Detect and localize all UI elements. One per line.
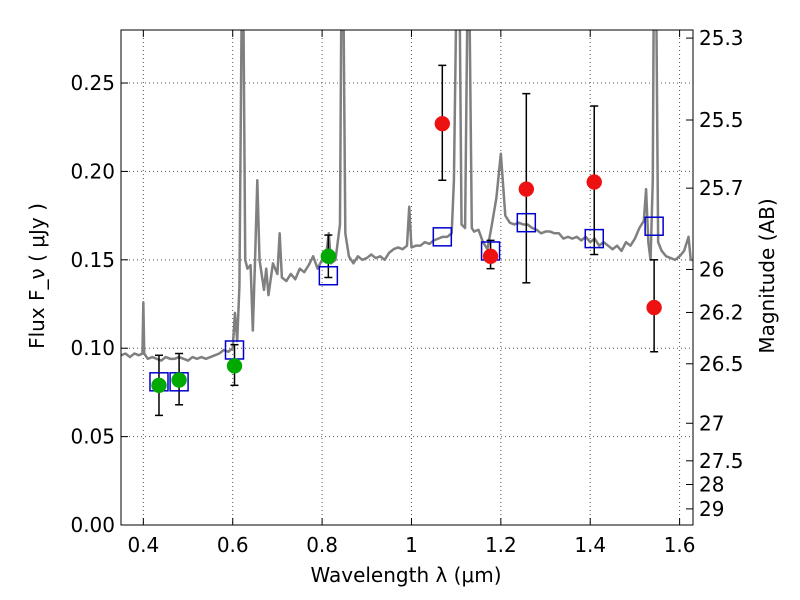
x-tick-label: 0.6 <box>217 533 249 557</box>
y-axis-title: Flux F_ν ( μJy ) <box>25 203 49 349</box>
model-photometry-square <box>318 265 339 286</box>
model-photometry-square <box>516 212 537 233</box>
optical-data-point <box>171 372 187 388</box>
mag-tick-label: 26 <box>699 257 724 281</box>
axis-ticks <box>121 30 693 526</box>
y-tick-label: 0.20 <box>70 159 115 183</box>
plot-frame <box>120 29 694 526</box>
model-spectrum <box>121 30 693 362</box>
mag-tick-label: 26.2 <box>699 300 744 324</box>
mag-tick-label: 25.3 <box>699 26 744 50</box>
mag-tick-label: 27.5 <box>699 449 744 473</box>
optical-data-point <box>320 248 337 265</box>
nir-data-point <box>518 181 535 197</box>
model-photometry-square <box>584 228 604 249</box>
observed-photometry-points <box>151 115 662 394</box>
y-tick-label: 0.15 <box>70 248 115 272</box>
grid <box>121 30 693 526</box>
x-tick-label: 0.8 <box>306 533 338 557</box>
nir-data-point <box>586 174 602 190</box>
optical-data-point <box>226 358 243 374</box>
optical-data-point <box>151 377 167 394</box>
mag-tick-label: 27 <box>699 411 724 435</box>
tick-labels: 0.4 0.6 0.8 1 1.2 1.4 1.6 0.00 0.05 0.10 0.15 0.20 0… <box>70 26 743 557</box>
x-tick-label: 0.4 <box>127 533 159 557</box>
x-tick-label: 1.6 <box>664 533 696 557</box>
model-photometry-square <box>644 216 664 236</box>
y-tick-label: 0.10 <box>70 336 115 360</box>
spectrum-line <box>121 30 693 362</box>
nir-data-point <box>646 299 662 316</box>
nir-data-point <box>434 115 451 132</box>
y-tick-label: 0.25 <box>70 71 115 95</box>
nir-data-point <box>482 248 499 265</box>
mag-tick-label: 29 <box>699 497 724 521</box>
y-tick-label: 0.00 <box>70 513 115 537</box>
mag-tick-label: 28 <box>699 473 724 497</box>
x-tick-label: 1.4 <box>574 533 606 557</box>
mag-tick-label: 25.7 <box>699 176 744 200</box>
x-tick-label: 1 <box>405 533 418 557</box>
x-axis-title: Wavelength λ (μm) <box>310 563 501 587</box>
mag-tick-label: 26.5 <box>699 352 744 376</box>
x-tick-label: 1.2 <box>485 533 517 557</box>
mag-tick-label: 25.5 <box>699 108 744 132</box>
y-tick-label: 0.05 <box>70 425 115 449</box>
y-axis-right-title: Magnitude (AB) <box>755 198 779 353</box>
model-photometry-square <box>432 227 453 247</box>
